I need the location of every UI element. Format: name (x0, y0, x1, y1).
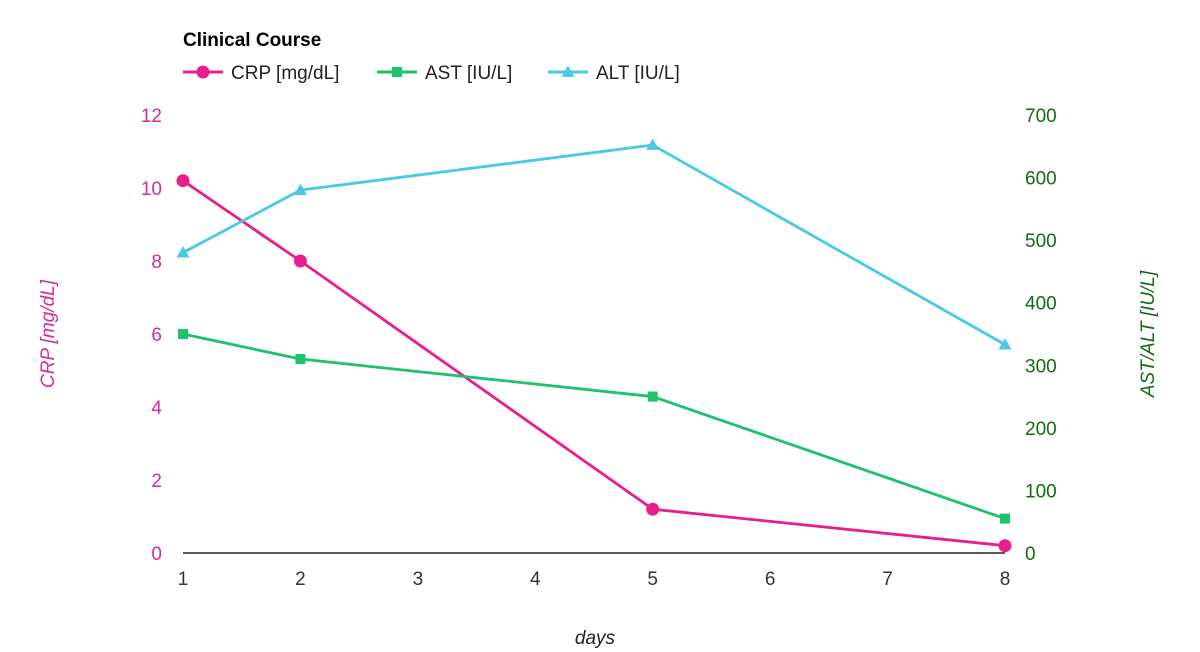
series-layer (176, 138, 1012, 553)
series-square (178, 329, 1010, 524)
data-point (178, 329, 188, 339)
data-point (646, 138, 660, 150)
legend-label: AST [IU/L] (425, 63, 512, 84)
legend-item: CRP [mg/dL] (183, 63, 339, 84)
x-tick-label: 2 (295, 569, 306, 590)
left-y-tick-label: 12 (141, 106, 162, 127)
data-point (647, 391, 658, 402)
data-point (1000, 513, 1010, 524)
right-y-tick-label: 100 (1025, 481, 1057, 502)
legend-item: ALT [IU/L] (548, 63, 680, 84)
left-y-tick-label: 8 (151, 252, 162, 273)
legend-swatch-marker (392, 67, 402, 77)
left-y-tick-label: 2 (151, 471, 162, 492)
x-axis-label: days (575, 628, 616, 649)
data-point (998, 539, 1012, 553)
right-y-tick-label: 0 (1025, 544, 1036, 565)
series-line (182, 332, 1006, 520)
legend-label: CRP [mg/dL] (231, 63, 339, 84)
left-y-tick-label: 6 (151, 325, 162, 346)
right-y-tick-label: 200 (1025, 419, 1057, 440)
data-point (293, 183, 307, 195)
x-tick-label: 4 (530, 569, 541, 590)
series-line (182, 179, 1006, 548)
right-y-tick-label: 300 (1025, 356, 1057, 377)
x-tick-label: 7 (882, 569, 893, 590)
data-point (998, 338, 1012, 350)
series-line (182, 143, 1006, 346)
legend-swatch-marker (561, 65, 575, 77)
legend-item: AST [IU/L] (377, 63, 512, 84)
x-tick-label: 3 (413, 569, 424, 590)
data-point (646, 502, 660, 516)
legend: CRP [mg/dL] AST [IU/L] ALT [IU/L] (183, 63, 680, 84)
left-y-tick-label: 0 (151, 544, 162, 565)
right-y-tick-label: 700 (1025, 106, 1057, 127)
right-y-tick-label: 400 (1025, 294, 1057, 315)
legend-label: ALT [IU/L] (596, 63, 680, 84)
left-y-tick-label: 10 (141, 179, 162, 200)
left-y-axis-label: CRP [mg/dL] (38, 279, 59, 388)
x-tick-label: 1 (178, 569, 189, 590)
chart-title: Clinical Course (183, 30, 321, 51)
x-tick-label: 8 (1000, 569, 1011, 590)
right-y-axis-label: AST/ALT [IU/L] (1138, 270, 1159, 398)
x-tick-label: 6 (765, 569, 776, 590)
left-y-tick-label: 4 (151, 398, 162, 419)
legend-swatch-marker (196, 65, 210, 79)
data-point (176, 246, 190, 258)
data-point (176, 174, 190, 188)
data-point (293, 254, 307, 268)
right-y-tick-label: 600 (1025, 169, 1057, 190)
data-point (295, 354, 306, 365)
x-tick-label: 5 (647, 569, 658, 590)
series-triangle (176, 138, 1012, 350)
right-y-tick-label: 500 (1025, 231, 1057, 252)
